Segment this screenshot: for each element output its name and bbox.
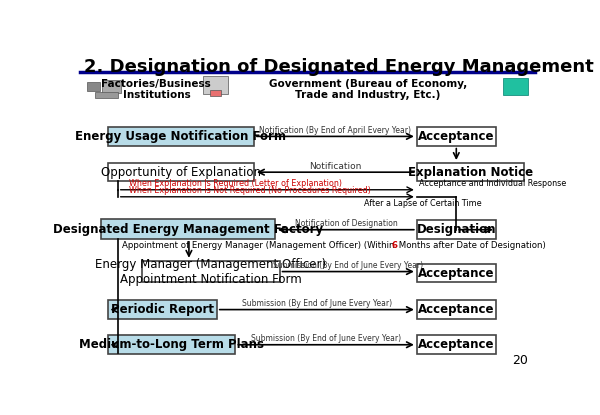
FancyBboxPatch shape: [417, 163, 524, 181]
Text: After a Lapse of Certain Time: After a Lapse of Certain Time: [364, 199, 482, 208]
Text: Notification: Notification: [309, 161, 362, 171]
FancyBboxPatch shape: [417, 264, 496, 283]
FancyBboxPatch shape: [107, 300, 217, 319]
FancyBboxPatch shape: [102, 80, 121, 93]
Text: Acceptance: Acceptance: [418, 338, 494, 351]
FancyBboxPatch shape: [107, 335, 235, 354]
Text: Appointment of Energy Manager (Management Officer) (Within: Appointment of Energy Manager (Managemen…: [121, 241, 397, 250]
Text: Designation: Designation: [416, 223, 496, 236]
FancyBboxPatch shape: [86, 83, 100, 91]
Text: When Explanation Is Not Required (No Procedures Required): When Explanation Is Not Required (No Pro…: [130, 186, 371, 195]
FancyBboxPatch shape: [107, 163, 254, 181]
FancyBboxPatch shape: [417, 127, 496, 146]
Text: Medium-to-Long Term Plans: Medium-to-Long Term Plans: [79, 338, 264, 351]
FancyBboxPatch shape: [101, 219, 275, 239]
FancyBboxPatch shape: [203, 76, 229, 94]
Text: Periodic Report: Periodic Report: [110, 303, 214, 316]
Text: 6: 6: [392, 241, 398, 250]
FancyBboxPatch shape: [417, 300, 496, 319]
Text: Opportunity of Explanation: Opportunity of Explanation: [101, 166, 261, 179]
Text: Energy Usage Notification Form: Energy Usage Notification Form: [75, 130, 286, 143]
Text: Factories/Business
Institutions: Factories/Business Institutions: [101, 78, 211, 100]
Text: 2. Designation of Designated Energy Management Factories: 2. Designation of Designated Energy Mana…: [84, 58, 600, 76]
FancyBboxPatch shape: [142, 261, 280, 283]
Text: Energy Manager (Management Officer)
Appointment Notification Form: Energy Manager (Management Officer) Appo…: [95, 258, 326, 286]
Text: When Explanation Is Required (Letter of Explanation): When Explanation Is Required (Letter of …: [130, 179, 343, 188]
Text: Government (Bureau of Economy,
Trade and Industry, Etc.): Government (Bureau of Economy, Trade and…: [269, 78, 467, 100]
Text: Explanation Notice: Explanation Notice: [407, 166, 533, 179]
Text: Submission (By End of June Every Year): Submission (By End of June Every Year): [274, 261, 424, 270]
FancyBboxPatch shape: [107, 127, 254, 146]
Text: Submission (By End of June Every Year): Submission (By End of June Every Year): [242, 299, 392, 308]
Text: Acceptance: Acceptance: [418, 130, 494, 143]
FancyBboxPatch shape: [95, 92, 118, 98]
Text: 20: 20: [512, 354, 529, 367]
Text: Acceptance: Acceptance: [418, 303, 494, 316]
FancyBboxPatch shape: [417, 220, 496, 239]
FancyBboxPatch shape: [417, 335, 496, 354]
Text: Submission (By End of June Every Year): Submission (By End of June Every Year): [251, 334, 401, 343]
Text: Acceptance: Acceptance: [418, 267, 494, 280]
Text: Months after Date of Designation): Months after Date of Designation): [397, 241, 546, 250]
Text: Designated Energy Management Factory: Designated Energy Management Factory: [53, 222, 323, 236]
FancyBboxPatch shape: [503, 78, 529, 95]
Text: Notification (By End of April Every Year): Notification (By End of April Every Year…: [259, 126, 412, 135]
FancyBboxPatch shape: [210, 90, 221, 96]
Text: Acceptance and Individual Response: Acceptance and Individual Response: [419, 179, 566, 188]
Text: Notification of Designation: Notification of Designation: [295, 220, 397, 228]
